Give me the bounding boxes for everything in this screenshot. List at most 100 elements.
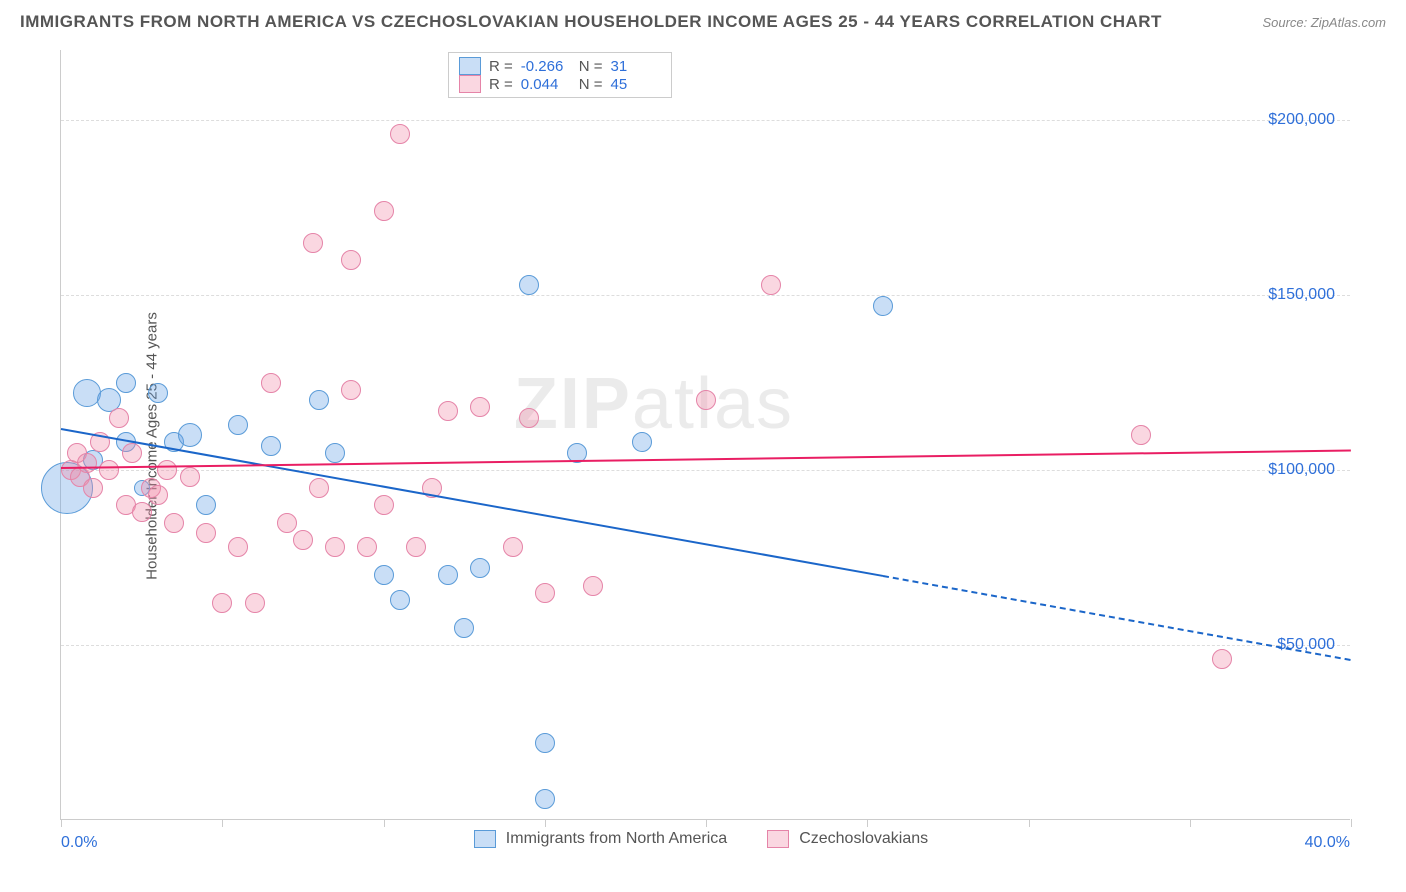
- scatter-point: [261, 373, 281, 393]
- scatter-point: [374, 201, 394, 221]
- legend-n-label: N =: [579, 76, 603, 93]
- scatter-point: [325, 443, 345, 463]
- legend-row: R = -0.266 N = 31: [459, 57, 661, 75]
- legend-swatch: [459, 57, 481, 75]
- legend-r-label: R =: [489, 58, 513, 75]
- scatter-point: [309, 478, 329, 498]
- scatter-point: [180, 467, 200, 487]
- x-tick: [1190, 819, 1191, 827]
- scatter-point: [390, 124, 410, 144]
- x-tick: [1029, 819, 1030, 827]
- legend-swatch: [459, 75, 481, 93]
- scatter-point: [212, 593, 232, 613]
- x-tick: [545, 819, 546, 827]
- scatter-point: [390, 590, 410, 610]
- scatter-point: [470, 558, 490, 578]
- scatter-point: [261, 436, 281, 456]
- scatter-point: [535, 789, 555, 809]
- x-tick: [61, 819, 62, 827]
- scatter-point: [293, 530, 313, 550]
- y-tick-label: $150,000: [1268, 286, 1335, 304]
- scatter-point: [341, 380, 361, 400]
- scatter-point: [228, 537, 248, 557]
- scatter-point: [357, 537, 377, 557]
- scatter-point: [470, 397, 490, 417]
- x-axis-min-label: 0.0%: [61, 834, 97, 852]
- scatter-point: [303, 233, 323, 253]
- gridline: [61, 295, 1350, 296]
- x-tick: [384, 819, 385, 827]
- x-tick: [867, 819, 868, 827]
- scatter-point: [99, 460, 119, 480]
- legend-swatch: [474, 830, 496, 848]
- correlation-legend: R = -0.266 N = 31 R = 0.044 N = 45: [448, 52, 672, 98]
- scatter-point: [325, 537, 345, 557]
- legend-n-label: N =: [579, 58, 603, 75]
- scatter-point: [761, 275, 781, 295]
- scatter-point: [438, 565, 458, 585]
- legend-row: R = 0.044 N = 45: [459, 75, 661, 93]
- chart-source: Source: ZipAtlas.com: [1262, 15, 1386, 30]
- x-tick: [706, 819, 707, 827]
- scatter-point: [196, 523, 216, 543]
- scatter-point: [696, 390, 716, 410]
- scatter-point: [196, 495, 216, 515]
- x-tick: [1351, 819, 1352, 827]
- scatter-point: [535, 583, 555, 603]
- watermark: ZIPatlas: [514, 363, 794, 445]
- y-tick-label: $200,000: [1268, 111, 1335, 129]
- trend-line: [61, 449, 1351, 468]
- scatter-point: [122, 443, 142, 463]
- scatter-point: [519, 275, 539, 295]
- scatter-point: [519, 408, 539, 428]
- scatter-point: [406, 537, 426, 557]
- trend-line-extrapolated: [883, 575, 1351, 661]
- chart-title: IMMIGRANTS FROM NORTH AMERICA VS CZECHOS…: [20, 12, 1162, 32]
- gridline: [61, 645, 1350, 646]
- legend-swatch: [767, 830, 789, 848]
- legend-n-value: 45: [611, 76, 661, 93]
- scatter-point: [583, 576, 603, 596]
- legend-r-label: R =: [489, 76, 513, 93]
- scatter-point: [535, 733, 555, 753]
- scatter-point: [109, 408, 129, 428]
- scatter-point: [1131, 425, 1151, 445]
- legend-r-value: 0.044: [521, 76, 571, 93]
- legend-n-value: 31: [611, 58, 661, 75]
- legend-series-name: Czechoslovakians: [799, 830, 928, 848]
- scatter-chart: ZIPatlas $50,000$100,000$150,000$200,000…: [60, 50, 1350, 820]
- scatter-point: [116, 373, 136, 393]
- gridline: [61, 120, 1350, 121]
- scatter-point: [454, 618, 474, 638]
- scatter-point: [148, 383, 168, 403]
- scatter-point: [132, 502, 152, 522]
- legend-series-name: Immigrants from North America: [506, 830, 727, 848]
- chart-header: IMMIGRANTS FROM NORTH AMERICA VS CZECHOS…: [0, 0, 1406, 40]
- scatter-point: [873, 296, 893, 316]
- x-tick: [222, 819, 223, 827]
- scatter-point: [228, 415, 248, 435]
- scatter-point: [438, 401, 458, 421]
- scatter-point: [178, 423, 202, 447]
- series-legend: Immigrants from North America Czechoslova…: [474, 830, 958, 848]
- y-tick-label: $100,000: [1268, 461, 1335, 479]
- scatter-point: [77, 453, 97, 473]
- scatter-point: [374, 495, 394, 515]
- scatter-point: [309, 390, 329, 410]
- scatter-point: [83, 478, 103, 498]
- scatter-point: [148, 485, 168, 505]
- scatter-point: [632, 432, 652, 452]
- scatter-point: [245, 593, 265, 613]
- scatter-point: [164, 513, 184, 533]
- scatter-point: [157, 460, 177, 480]
- scatter-point: [341, 250, 361, 270]
- scatter-point: [73, 379, 101, 407]
- trend-line: [61, 428, 884, 577]
- scatter-point: [277, 513, 297, 533]
- x-axis-max-label: 40.0%: [1305, 834, 1350, 852]
- legend-r-value: -0.266: [521, 58, 571, 75]
- gridline: [61, 470, 1350, 471]
- scatter-point: [1212, 649, 1232, 669]
- scatter-point: [503, 537, 523, 557]
- scatter-point: [374, 565, 394, 585]
